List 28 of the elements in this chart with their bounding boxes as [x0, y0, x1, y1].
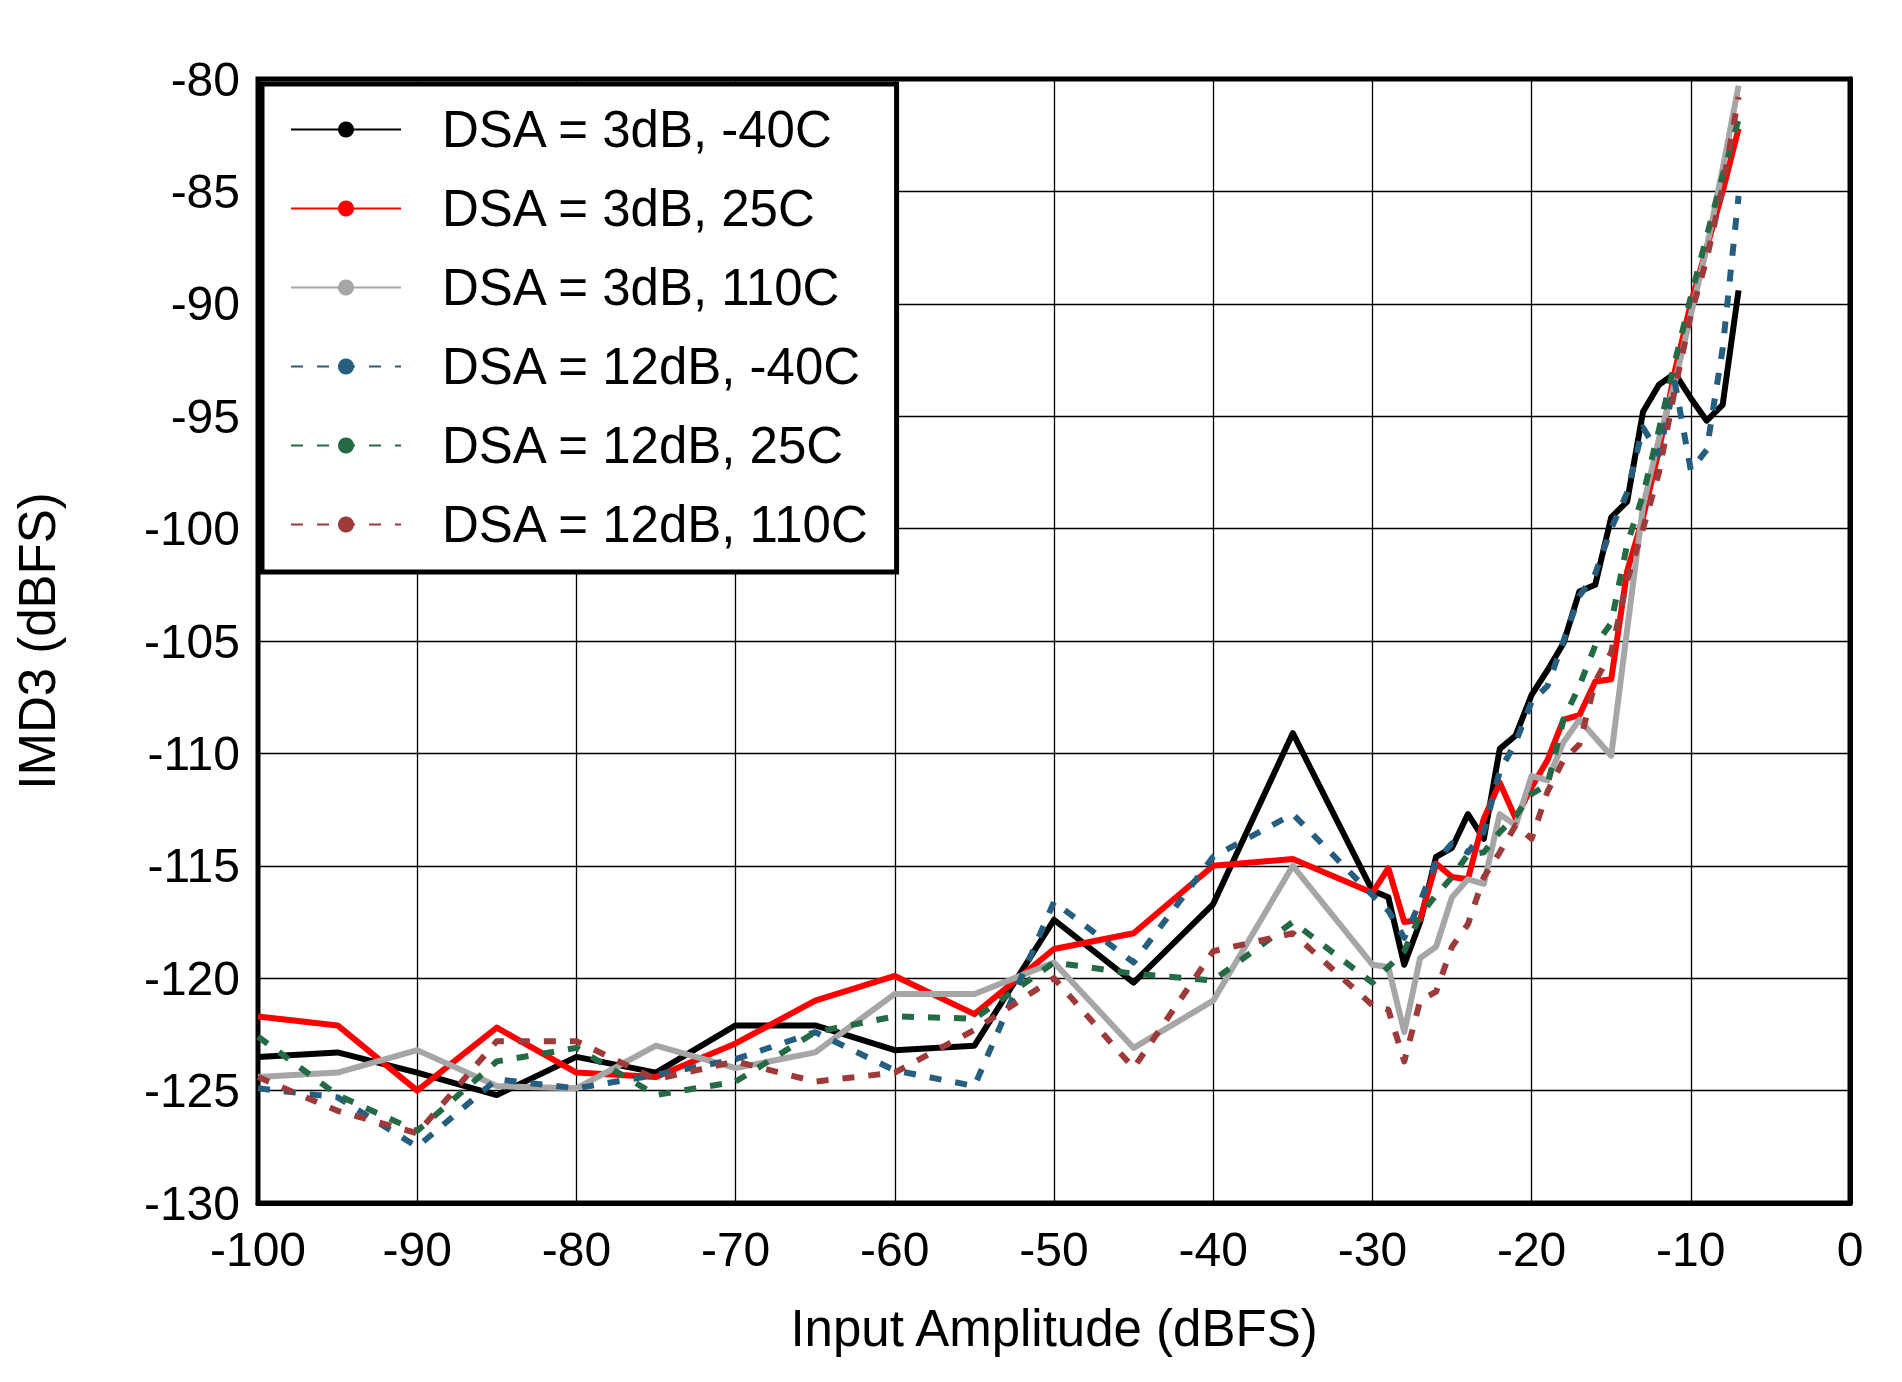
x-axis-title: Input Amplitude (dBFS) [790, 1300, 1318, 1357]
y-tick-label: -90 [170, 277, 240, 331]
y-axis-title: IMD3 (dBFS) [9, 492, 66, 790]
y-tick-label: -125 [143, 1064, 240, 1118]
y-tick-label: -115 [147, 839, 240, 893]
x-tick-label: -60 [860, 1222, 930, 1276]
y-tick-label: -80 [170, 52, 240, 106]
legend-label: DSA = 12dB, -40C [442, 338, 861, 395]
legend-label: DSA = 3dB, 110C [442, 259, 840, 316]
x-tick-label: -50 [1019, 1222, 1089, 1276]
y-tick-label: -105 [143, 614, 240, 668]
x-tick-label: -90 [382, 1222, 452, 1276]
legend-label: DSA = 12dB, 110C [442, 496, 868, 553]
x-tick-label: -10 [1656, 1222, 1726, 1276]
x-tick-label: -30 [1337, 1222, 1408, 1276]
legend-label: DSA = 12dB, 25C [442, 417, 844, 474]
y-tick-label: -85 [170, 164, 240, 218]
x-tick-label: -40 [1178, 1222, 1248, 1276]
x-tick-label: 0 [1836, 1222, 1864, 1276]
y-tick-label: -120 [143, 951, 240, 1005]
legend-label: DSA = 3dB, 25C [442, 180, 815, 237]
y-tick-label: -100 [143, 502, 240, 556]
x-tick-label: -20 [1496, 1222, 1567, 1276]
y-tick-label: -95 [170, 389, 240, 443]
x-tick-label: -70 [700, 1222, 771, 1276]
y-tick-label: -110 [147, 726, 240, 780]
legend-label: DSA = 3dB, -40C [442, 101, 832, 158]
x-tick-label: -80 [541, 1222, 612, 1276]
